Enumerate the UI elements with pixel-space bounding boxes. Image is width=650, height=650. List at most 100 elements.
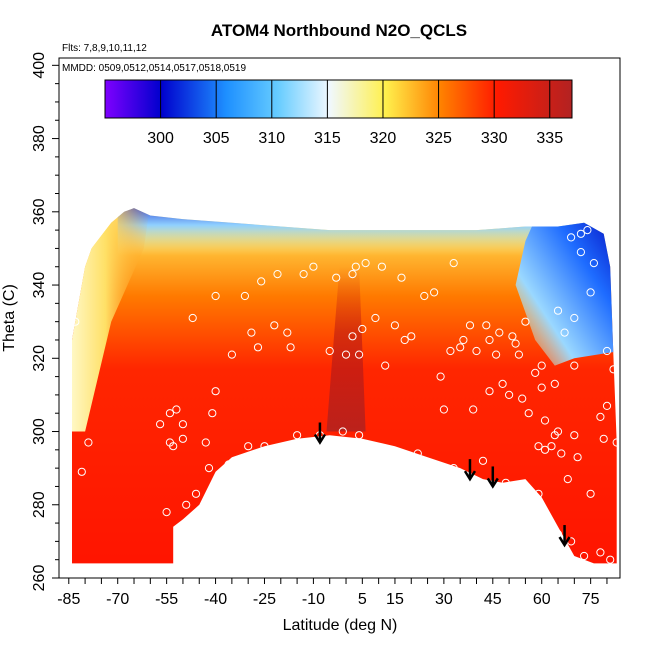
measurement-point (518, 394, 527, 403)
flight-arrow (558, 525, 571, 548)
measurement-point (172, 405, 181, 414)
measurement-point (332, 273, 341, 282)
x-tick-label: -85 (57, 591, 80, 608)
measurement-point (165, 409, 174, 418)
measurement-point (286, 343, 295, 352)
measurement-point (547, 442, 556, 451)
measurement-point (553, 530, 563, 539)
measurement-point (260, 442, 269, 451)
measurement-point (61, 449, 70, 458)
measurement-point (430, 288, 439, 297)
measurement-point (534, 442, 543, 451)
measurement-point (505, 390, 514, 399)
measurement-point (211, 291, 220, 301)
y-axis-label: Theta (C) (1, 284, 18, 352)
y-tick-label: 300 (31, 418, 48, 445)
measurement-point (377, 262, 386, 271)
measurement-point (553, 306, 563, 315)
measurement-point (156, 420, 165, 429)
colorbar-tick-label: 315 (314, 130, 341, 147)
measurement-point (540, 416, 550, 425)
flights-annotation: Flts: 7,8,9,10,11,12 (62, 43, 147, 54)
measurement-point (514, 350, 524, 359)
measurement-point (371, 313, 380, 323)
measurement-point (71, 273, 80, 282)
x-tick-label: -55 (155, 591, 178, 608)
measurement-point (244, 442, 253, 451)
n2o-field (72, 208, 617, 571)
colorbar-tick-label: 300 (147, 130, 174, 147)
measurement-point (567, 233, 576, 242)
measurement-point (390, 321, 399, 330)
measurement-point (553, 427, 563, 436)
y-tick-label: 380 (31, 125, 48, 152)
measurement-point (77, 467, 86, 476)
measurement-point (465, 321, 475, 330)
measurement-point (257, 277, 266, 286)
measurement-point (420, 291, 429, 301)
measurement-point (182, 500, 191, 509)
measurement-point (586, 288, 595, 297)
measurement-point (211, 387, 220, 396)
measurement-point (583, 226, 592, 235)
measurement-point (472, 346, 481, 356)
y-tick-label: 400 (31, 52, 48, 79)
measurement-point (459, 335, 468, 345)
measurement-point (557, 449, 566, 458)
flight-arrow (463, 459, 477, 482)
y-tick-label: 360 (31, 198, 48, 225)
x-tick-label: 30 (435, 591, 453, 608)
y-tick-label: 340 (31, 272, 48, 299)
measurement-point (537, 383, 546, 392)
measurement-point (178, 434, 187, 443)
measurement-point (201, 438, 210, 447)
measurement-point (492, 350, 501, 359)
measurement-point (599, 434, 608, 443)
measurement-point (570, 361, 579, 370)
y-tick-label: 320 (31, 345, 48, 372)
measurement-point (570, 431, 579, 440)
colorbar-tick-label: 305 (203, 130, 230, 147)
colorbar-tick-label: 320 (370, 130, 397, 147)
measurement-point (560, 328, 569, 337)
measurement-point (253, 343, 263, 352)
x-tick-label: -25 (253, 591, 276, 608)
measurement-point (573, 453, 582, 462)
measurement-point (355, 350, 364, 359)
measurement-point (446, 346, 455, 356)
x-tick-label: 60 (533, 591, 551, 608)
measurement-point (293, 431, 302, 440)
measurement-point (247, 328, 256, 337)
dates-annotation: MMDD: 0509,0512,0514,0517,0518,0519 (62, 63, 246, 74)
measurement-point (501, 478, 510, 487)
measurement-point (240, 291, 249, 301)
measurement-point (351, 262, 360, 271)
measurement-point (606, 555, 615, 564)
measurement-point (325, 346, 334, 356)
measurement-point (609, 365, 618, 374)
measurement-point (482, 321, 491, 330)
measurement-point (449, 464, 458, 473)
measurement-point (570, 313, 579, 323)
measurement-point (355, 431, 364, 440)
colorbar-tick-label: 330 (481, 130, 508, 147)
measurement-point (348, 332, 357, 341)
measurement-points (61, 226, 621, 564)
measurement-point (602, 346, 612, 356)
measurement-point (498, 379, 507, 388)
measurement-point (162, 507, 171, 517)
measurement-point (188, 313, 197, 323)
measurement-point (358, 324, 367, 334)
measurement-point (586, 489, 595, 498)
measurement-point (84, 438, 93, 447)
colorbar: 300 305 310 315 320 325 330 335 (104, 79, 573, 147)
measurement-point (439, 405, 448, 414)
measurement-point (531, 368, 540, 377)
measurement-point (550, 379, 559, 388)
measurement-point (341, 350, 351, 359)
measurement-point (580, 551, 589, 561)
x-axis: -85 -70 -55 -40 -25 -10 5 15 30 45 60 75 (57, 577, 620, 608)
measurement-point (469, 405, 478, 414)
measurement-point (508, 332, 517, 341)
